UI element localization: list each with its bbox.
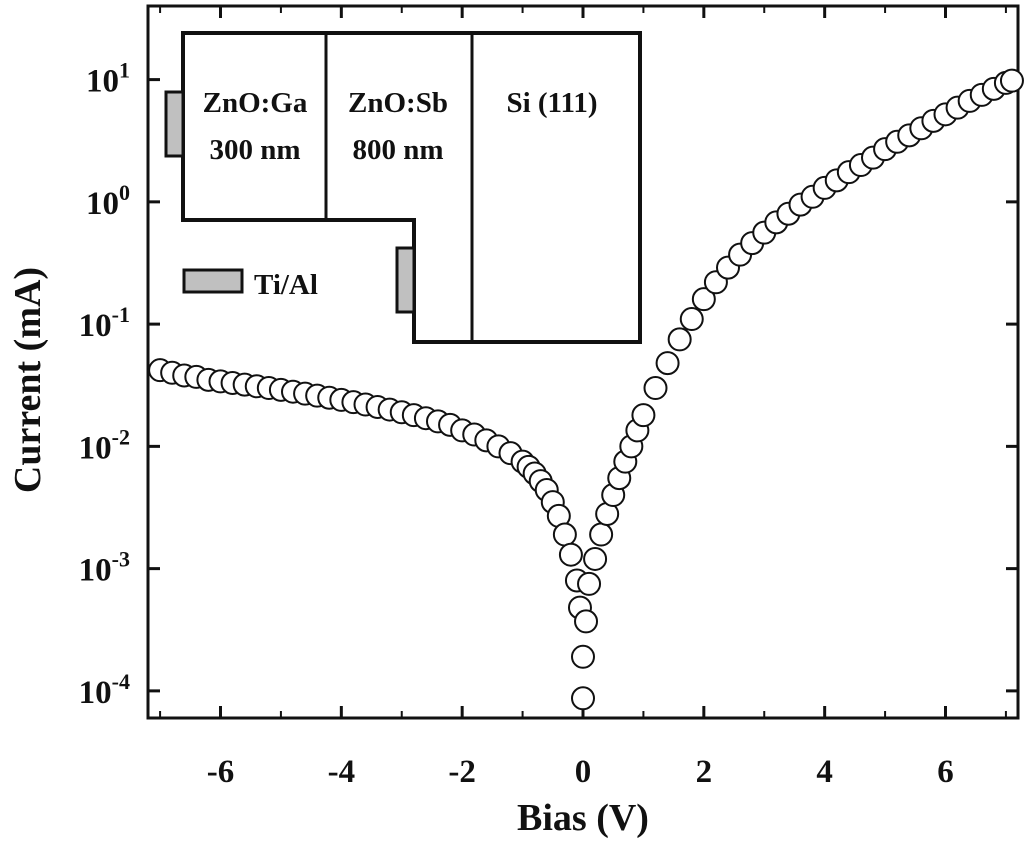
data-point [571, 644, 595, 669]
x-tick-label: 4 [816, 754, 833, 790]
x-tick-label: 0 [575, 754, 592, 790]
inset-layer-2-thickness: 800 nm [352, 134, 443, 166]
x-tick-label: -6 [207, 754, 235, 790]
y-tick-label: 10-2 [79, 424, 130, 466]
y-tick-label: 10-4 [79, 669, 130, 711]
inset-layer-1-name: ZnO:Ga [203, 87, 308, 119]
data-point [631, 403, 656, 428]
inset-device-schematic: ZnO:Ga 300 nm ZnO:Sb 800 nm Si (111) Ti/… [164, 31, 642, 344]
y-tick-label: 10-1 [79, 302, 130, 344]
data-point [583, 546, 608, 571]
y-tick-label: 10-3 [79, 547, 130, 589]
data-point [558, 542, 583, 567]
inset-layer-3-name: Si (111) [506, 87, 597, 119]
inset-legend-label: Ti/Al [254, 269, 318, 301]
y-tick-label: 100 [86, 180, 130, 222]
inset-contact-top [164, 90, 185, 158]
data-point [999, 68, 1024, 93]
data-point [577, 571, 602, 596]
y-axis-ticks: 101 100 10-1 10-2 10-3 10-4 [79, 58, 1018, 711]
x-axis-title: Bias (V) [517, 797, 649, 839]
data-point [679, 307, 704, 332]
data-point [574, 609, 599, 634]
data-point [691, 287, 716, 312]
data-point [655, 351, 680, 376]
inset-layer-1-thickness: 300 nm [209, 134, 300, 166]
inset-device-outline [181, 31, 642, 344]
x-tick-label: 6 [937, 754, 954, 790]
data-point [552, 522, 577, 547]
inset-legend-swatch [182, 268, 244, 294]
data-point [589, 522, 614, 547]
inset-layer-2-name: ZnO:Sb [348, 87, 448, 119]
inset-contact-bottom [395, 246, 416, 314]
y-axis-title: Current (mA) [7, 267, 49, 493]
x-tick-label: 2 [696, 754, 713, 790]
x-axis-ticks: -6 -4 -2 0 2 4 6 [159, 6, 1007, 790]
data-point [571, 686, 595, 711]
data-point [643, 376, 668, 401]
y-tick-label: 101 [86, 58, 130, 100]
data-series [148, 68, 1024, 711]
x-tick-label: -2 [448, 754, 476, 790]
x-tick-label: -4 [328, 754, 356, 790]
data-point [667, 327, 692, 352]
